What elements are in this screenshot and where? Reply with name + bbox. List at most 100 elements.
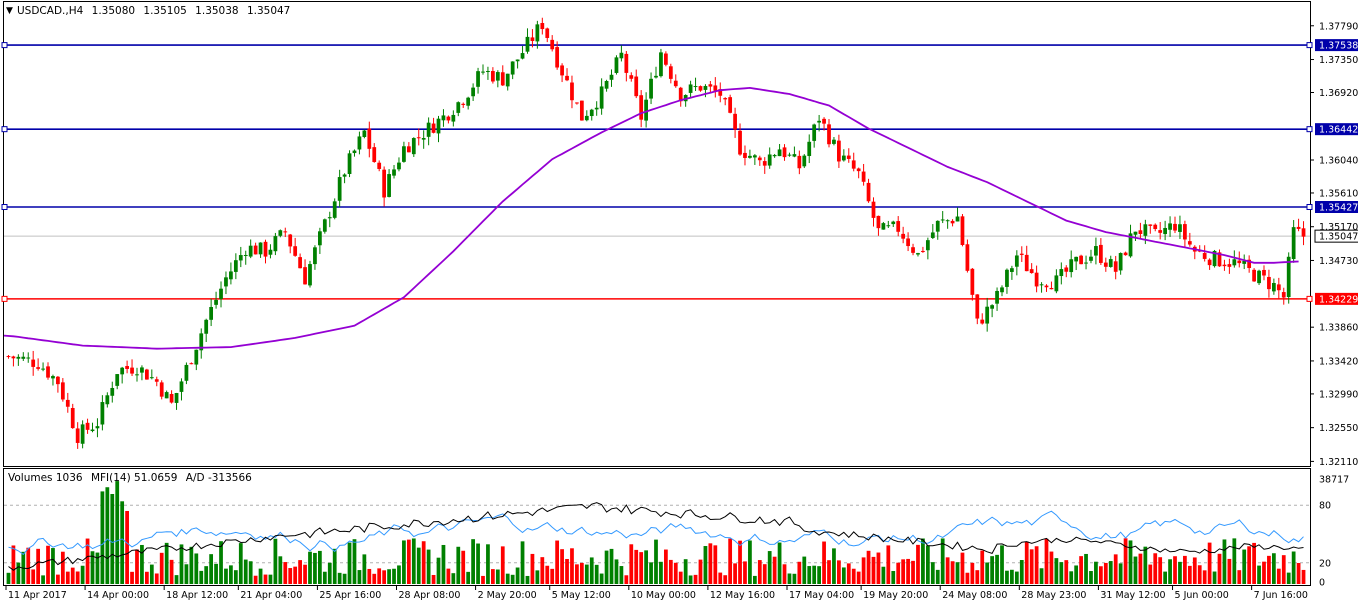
volume-bar [1103, 562, 1108, 584]
candle-body [1098, 244, 1103, 263]
candle-body [901, 233, 906, 239]
volume-bar [75, 571, 80, 584]
volume-bar [530, 553, 535, 584]
level-handle-right[interactable] [1306, 126, 1313, 133]
candle-body [51, 376, 55, 379]
volume-bar [1044, 538, 1049, 584]
price-tick-label: 1.32990 [1319, 389, 1358, 400]
candle-body [851, 160, 856, 169]
level-handle-left[interactable] [1, 42, 8, 49]
volume-bar [402, 540, 406, 584]
volume-bar [357, 570, 362, 584]
current-price-tag [1314, 229, 1358, 243]
candle-body [1227, 264, 1232, 267]
candle-body [970, 268, 975, 295]
candle-body [604, 80, 609, 89]
candle-body [65, 399, 70, 407]
level-handle-right[interactable] [1306, 204, 1313, 211]
candle-body [599, 86, 604, 109]
time-tick-label: 12 May 16:00 [710, 590, 775, 601]
candle-body [382, 169, 387, 198]
level-handle-right[interactable] [1306, 42, 1313, 49]
candle-body [945, 220, 950, 222]
volume-bar [436, 557, 441, 584]
volume-bar [322, 571, 327, 584]
candle-body [308, 264, 312, 286]
volume-bar [688, 575, 693, 584]
volume-bar [659, 561, 663, 584]
candle-body [1094, 246, 1098, 256]
level-handle-left[interactable] [1, 204, 8, 211]
candle-body [1014, 255, 1019, 267]
volume-bar [510, 574, 515, 584]
candle-body [441, 115, 446, 121]
volume-bar [233, 570, 238, 584]
candle-body [634, 76, 639, 97]
volume-bar [377, 568, 382, 584]
candle-body [135, 374, 139, 376]
volume-bar [16, 562, 21, 584]
candle-body [589, 109, 594, 117]
price-tick-label: 1.37350 [1319, 55, 1358, 66]
candle-body [1183, 224, 1187, 240]
volume-bar [46, 545, 50, 584]
volume-bar [866, 550, 871, 584]
candle-body [817, 120, 821, 123]
candle-body [411, 138, 416, 155]
candle-body [708, 84, 713, 87]
volume-bar [1271, 553, 1276, 584]
volume-bar [1192, 557, 1197, 584]
volume-bar [169, 559, 174, 584]
volume-bar [1133, 556, 1138, 584]
volume-bar [1296, 562, 1301, 584]
level-handle-right[interactable] [1306, 295, 1313, 302]
volume-bar [253, 575, 258, 584]
volume-bar [392, 568, 396, 584]
header-arrow-icon[interactable]: ▼ [6, 6, 13, 16]
candle-body [1281, 292, 1286, 298]
candle-body [6, 356, 11, 358]
candle-body [654, 75, 658, 78]
time-tick-label: 10 May 00:00 [631, 590, 696, 601]
level-handle-left[interactable] [1, 295, 8, 302]
volume-bar [352, 539, 357, 584]
candle-body [144, 369, 149, 380]
candle-body [861, 171, 866, 182]
candle-body [273, 236, 278, 252]
candle-body [540, 23, 545, 30]
volume-bar [387, 569, 391, 584]
candle-body [1123, 252, 1128, 256]
ma-line [3, 86, 1299, 350]
volume-bar [1010, 569, 1014, 584]
price-tick-label: 1.32550 [1319, 423, 1358, 434]
volume-bar [634, 549, 639, 584]
candle-body [664, 53, 668, 65]
candle-body [619, 52, 624, 59]
volume-bar [668, 559, 673, 584]
candle-body [1138, 230, 1143, 234]
level-price-label: 1.36442 [1319, 125, 1358, 136]
main-plot-frame [3, 1, 1311, 467]
candle-body [624, 53, 629, 73]
volume-bar [491, 569, 495, 584]
candle-body [530, 37, 535, 42]
volume-bar [372, 573, 377, 584]
level-price-tag [1315, 201, 1358, 214]
volume-bar [955, 562, 960, 584]
level-handle-left[interactable] [1, 126, 8, 133]
candle-body [169, 393, 174, 403]
candle-body [713, 85, 718, 91]
candle-body [406, 146, 411, 153]
volume-bar [975, 570, 980, 584]
level-price-label: 1.35427 [1319, 203, 1358, 214]
candle-body [278, 230, 283, 236]
candle-body [397, 162, 401, 170]
volume-bar [1286, 572, 1291, 584]
volume-bar [313, 552, 317, 584]
candle-body [402, 146, 406, 162]
candle-body [357, 136, 362, 150]
candle-body [11, 356, 16, 359]
volume-bar [1024, 541, 1029, 584]
volume-bar [1000, 545, 1004, 584]
